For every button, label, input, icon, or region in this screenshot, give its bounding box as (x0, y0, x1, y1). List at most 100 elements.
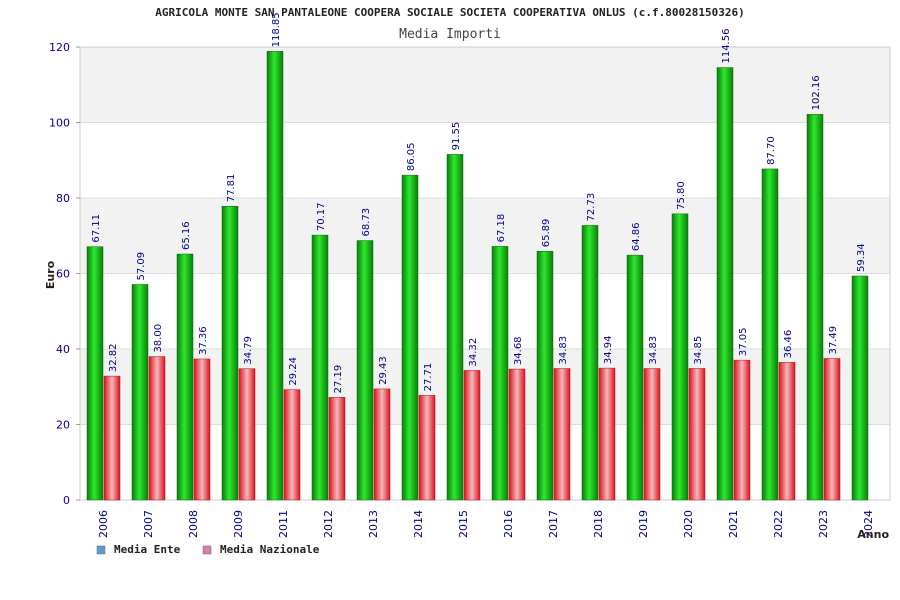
data-label: 34.83 (558, 336, 569, 365)
data-label: 67.18 (496, 214, 507, 243)
data-label: 34.32 (468, 338, 479, 367)
bar-media-nazionale (553, 368, 571, 501)
data-label: 65.89 (541, 219, 552, 248)
x-tick-label: 2008 (187, 510, 200, 538)
data-label: 57.09 (136, 252, 147, 281)
x-tick-label: 2013 (367, 510, 380, 538)
x-tick-label: 2021 (727, 510, 740, 538)
x-tick-label: 2018 (592, 510, 605, 538)
x-tick-label: 2023 (817, 510, 830, 538)
bar-media-nazionale (328, 397, 346, 501)
data-label: 59.34 (856, 243, 867, 272)
data-label: 27.19 (333, 365, 344, 394)
data-label: 75.80 (676, 181, 687, 210)
y-tick-label: 0 (63, 494, 70, 507)
chart-subtitle: Media Importi (399, 27, 501, 42)
x-tick-label: 2020 (682, 510, 695, 538)
data-label: 34.85 (693, 336, 704, 365)
x-tick-label: 2024 (862, 510, 875, 538)
bar-media-nazionale (103, 375, 121, 501)
data-label: 37.49 (828, 326, 839, 355)
x-tick-label: 2022 (772, 510, 785, 538)
x-tick-label: 2006 (97, 510, 110, 538)
data-label: 29.24 (288, 357, 299, 386)
legend-label: Media Ente (114, 543, 181, 556)
grid-band (80, 424, 890, 500)
x-tick-label: 2015 (457, 510, 470, 538)
y-tick-label: 20 (56, 419, 70, 432)
legend: Media Ente Media Nazionale (96, 543, 320, 556)
data-label: 37.36 (198, 326, 209, 355)
bar-media-nazionale (193, 358, 211, 501)
bar-media-nazionale (418, 395, 436, 501)
data-label: 34.79 (243, 336, 254, 365)
data-label: 34.94 (603, 335, 614, 364)
x-tick-label: 2009 (232, 510, 245, 538)
bar-media-nazionale (148, 356, 166, 501)
chart-title: AGRICOLA MONTE SAN PANTALEONE COOPERA SO… (155, 6, 744, 19)
data-label: 65.16 (181, 221, 192, 250)
bar-media-ente (806, 114, 824, 501)
y-tick-label: 60 (56, 268, 70, 281)
x-axis: 2006 2007 2008 2009 2011 2012 2013 2014 2015 2016… (97, 510, 875, 538)
x-tick-label: 2017 (547, 510, 560, 538)
bar-media-ente (311, 234, 329, 501)
grid-band (80, 47, 890, 123)
bar-media-ente (86, 246, 104, 501)
grid-band (80, 273, 890, 349)
data-label: 37.05 (738, 327, 749, 356)
data-label: 67.11 (91, 214, 102, 243)
y-axis: 0 20 40 60 80 100 120 (49, 41, 80, 507)
bar-media-nazionale (598, 367, 616, 501)
data-label: 70.17 (316, 202, 327, 231)
bar-media-nazionale (283, 389, 301, 501)
grid-band (80, 349, 890, 425)
data-label: 86.05 (406, 143, 417, 172)
data-label: 102.16 (811, 75, 822, 110)
bar-media-ente (446, 154, 464, 501)
bar-media-ente (401, 174, 419, 501)
x-tick-label: 2011 (277, 510, 290, 538)
grid-band (80, 122, 890, 198)
legend-swatch (202, 545, 212, 555)
bar-media-ente (716, 67, 734, 501)
data-label: 27.71 (423, 363, 434, 392)
bar-media-ente (356, 240, 374, 501)
bar-media-nazionale (688, 368, 706, 501)
x-tick-label: 2012 (322, 510, 335, 538)
y-axis-title: Euro (44, 260, 57, 289)
data-label: 36.46 (783, 330, 794, 359)
bar-media-nazionale (463, 370, 481, 501)
bar-media-ente (491, 246, 509, 501)
data-label: 34.68 (513, 336, 524, 365)
bar-media-nazionale (733, 359, 751, 501)
y-tick-label: 100 (49, 117, 70, 130)
bar-media-ente (671, 213, 689, 501)
bar-media-nazionale (508, 368, 526, 501)
bar-media-ente (626, 254, 644, 501)
y-tick-label: 120 (49, 41, 70, 54)
bar-media-ente (221, 206, 239, 501)
data-label: 91.55 (451, 122, 462, 151)
bar-media-ente (176, 253, 194, 501)
bars: 67.11 32.82 57.09 38.00 65.16 37.36 77.81 34.79… (86, 12, 869, 501)
bar-media-nazionale (823, 358, 841, 501)
bar-media-nazionale (643, 368, 661, 501)
grid-band (80, 198, 890, 274)
legend-swatch (96, 545, 106, 555)
data-label: 32.82 (108, 343, 119, 372)
x-tick-label: 2016 (502, 510, 515, 538)
x-tick-label: 2019 (637, 510, 650, 538)
y-tick-label: 80 (56, 192, 70, 205)
bar-media-ente (536, 251, 554, 501)
x-axis-title: Anno (857, 528, 889, 541)
bar-media-ente (266, 51, 284, 501)
bar-media-ente (761, 168, 779, 501)
x-tick-label: 2014 (412, 510, 425, 538)
data-label: 68.73 (361, 208, 372, 237)
data-label: 29.43 (378, 356, 389, 385)
bar-media-ente (581, 225, 599, 501)
x-tick-label: 2007 (142, 510, 155, 538)
y-tick-label: 40 (56, 343, 70, 356)
data-label: 64.86 (631, 223, 642, 252)
